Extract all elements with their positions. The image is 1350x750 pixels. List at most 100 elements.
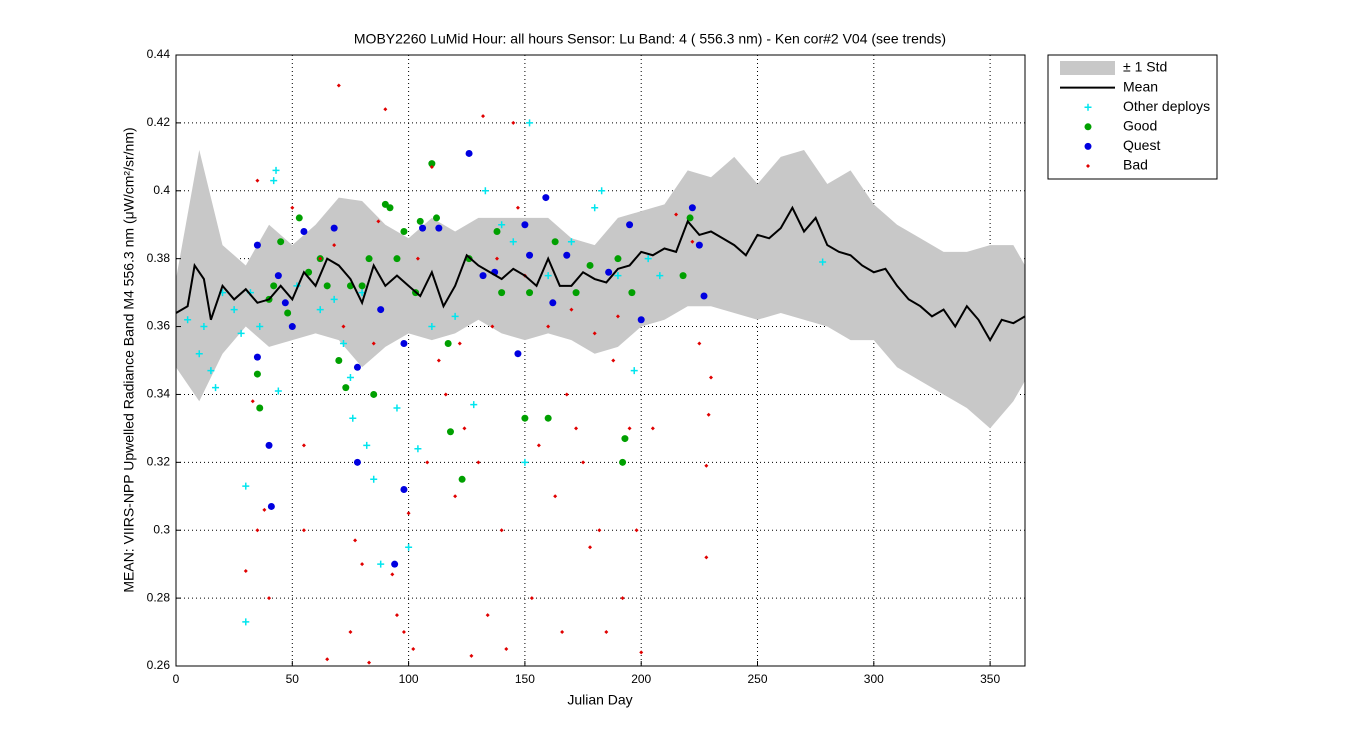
legend-label: Good — [1123, 118, 1157, 134]
point — [588, 545, 593, 550]
point — [365, 255, 373, 263]
legend-swatch — [1060, 61, 1115, 75]
y-tick-label: 0.42 — [147, 115, 171, 129]
point — [700, 292, 708, 300]
point — [630, 367, 638, 375]
point — [511, 120, 516, 125]
y-tick-label: 0.34 — [147, 387, 171, 401]
point — [544, 272, 552, 280]
x-tick-label: 150 — [515, 672, 535, 686]
point — [207, 367, 215, 375]
point — [330, 295, 338, 303]
point — [444, 340, 452, 348]
point — [267, 596, 272, 601]
point — [551, 238, 559, 246]
point — [358, 282, 366, 290]
point — [212, 384, 220, 392]
point — [353, 458, 361, 466]
point — [509, 238, 517, 246]
point — [243, 568, 248, 573]
point — [414, 445, 422, 453]
point — [574, 426, 579, 431]
point — [621, 435, 629, 443]
x-tick-label: 200 — [631, 672, 651, 686]
point — [628, 289, 636, 297]
point — [453, 494, 458, 499]
point — [353, 363, 361, 371]
point — [674, 212, 679, 217]
point — [256, 404, 264, 412]
point — [697, 341, 702, 346]
point — [360, 562, 365, 567]
point — [515, 205, 520, 210]
x-axis-label: Julian Day — [567, 692, 632, 708]
point — [435, 224, 443, 232]
legend-label: Other deploys — [1123, 98, 1210, 114]
point — [592, 331, 597, 336]
point — [419, 224, 427, 232]
point — [481, 114, 486, 119]
point — [411, 647, 416, 652]
point — [615, 314, 620, 319]
point — [436, 358, 441, 363]
point — [270, 282, 278, 290]
point — [253, 370, 261, 378]
y-tick-label: 0.38 — [147, 251, 171, 265]
point — [465, 149, 473, 157]
y-tick-label: 0.4 — [153, 183, 170, 197]
y-tick-label: 0.26 — [147, 658, 171, 672]
point — [639, 650, 644, 655]
point — [479, 272, 487, 280]
point — [288, 323, 296, 331]
point — [695, 241, 703, 249]
point — [367, 660, 372, 665]
point — [553, 494, 558, 499]
point — [376, 219, 381, 224]
point — [348, 630, 353, 635]
point — [498, 289, 506, 297]
point — [704, 463, 709, 468]
point — [490, 324, 495, 329]
point — [405, 543, 413, 551]
y-axis-label: MEAN: VIIRS-NPP Upwelled Radiance Band M… — [121, 127, 137, 592]
legend-swatch — [1084, 123, 1092, 131]
point — [184, 316, 192, 324]
point — [706, 412, 711, 417]
legend-label: ± 1 Std — [1123, 59, 1167, 75]
point — [704, 555, 709, 560]
point — [250, 399, 255, 404]
legend — [1047, 54, 1218, 180]
point — [598, 187, 606, 195]
point — [323, 282, 331, 290]
point — [284, 309, 292, 317]
point — [586, 261, 594, 269]
point — [620, 596, 625, 601]
point — [415, 256, 420, 261]
std-band — [176, 150, 1025, 429]
point — [277, 238, 285, 246]
point — [371, 341, 376, 346]
x-tick-label: 300 — [864, 672, 884, 686]
point — [393, 255, 401, 263]
point — [339, 340, 347, 348]
point — [386, 204, 394, 212]
point — [274, 272, 282, 280]
point — [270, 177, 278, 185]
point — [295, 214, 303, 222]
point — [569, 307, 574, 312]
plot-area — [176, 55, 1025, 666]
point — [457, 341, 462, 346]
x-tick-label: 250 — [747, 672, 767, 686]
point — [342, 384, 350, 392]
point — [316, 306, 324, 314]
point — [401, 630, 406, 635]
point — [690, 239, 695, 244]
legend-swatch — [1086, 164, 1090, 168]
point — [195, 350, 203, 358]
point — [428, 323, 436, 331]
point — [605, 268, 613, 276]
point — [242, 618, 250, 626]
point — [526, 251, 534, 259]
point — [498, 221, 506, 229]
point — [572, 289, 580, 297]
